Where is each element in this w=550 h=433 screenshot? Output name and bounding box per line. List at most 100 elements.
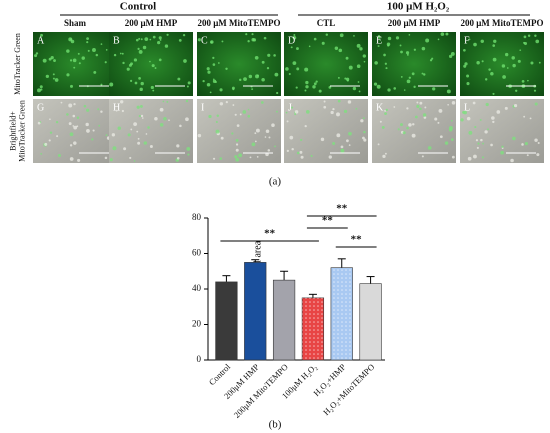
bar (244, 262, 267, 361)
cell-spot (357, 81, 360, 83)
cell-spot (422, 113, 427, 117)
cell-spot (382, 154, 386, 159)
cell-spot (501, 64, 506, 68)
cell-spot (140, 38, 143, 41)
cell-spot (402, 131, 406, 135)
cell-spot (300, 138, 303, 142)
cell-spot (291, 147, 294, 151)
cell-spot (49, 118, 51, 121)
cell-spot (121, 52, 124, 55)
cell-spot (159, 122, 164, 127)
cell-spot (162, 100, 165, 103)
cell-spot (57, 153, 61, 157)
cell-spot (69, 132, 74, 137)
cell-spot (505, 52, 509, 57)
cell-spot (468, 38, 471, 41)
cell-spot (379, 120, 382, 123)
y-tick-label: 20 (192, 319, 202, 329)
cell-spot (68, 103, 73, 108)
cell-spot (138, 49, 143, 54)
cell-spot (524, 141, 528, 146)
cell-spot (399, 44, 402, 47)
cell-spot (183, 59, 187, 63)
cell-spot (400, 123, 403, 127)
cell-spot (534, 34, 537, 37)
cell-spot (73, 66, 76, 69)
cell-spot (408, 34, 411, 36)
cell-spot (424, 106, 427, 109)
cell-spot (334, 46, 339, 50)
cell-spot (423, 73, 426, 76)
cell-spot (387, 36, 392, 41)
cell-spot (130, 62, 133, 66)
cell-spot (348, 65, 353, 70)
cell-spot (60, 101, 63, 104)
cell-spot (473, 154, 477, 159)
cell-spot (362, 117, 365, 120)
cell-spot (374, 61, 378, 65)
cell-spot (37, 88, 41, 93)
cell-spot (343, 109, 348, 114)
cell-spot (356, 43, 361, 48)
cell-spot (179, 124, 182, 128)
cell-spot (413, 85, 416, 88)
bar-pattern (302, 297, 324, 360)
cell-spot (492, 92, 495, 95)
cell-spot (419, 101, 423, 105)
cell-spot (521, 79, 525, 83)
cell-spot (377, 143, 380, 146)
cell-spot (49, 131, 53, 134)
cell-spot (202, 80, 205, 83)
cell-spot (105, 134, 108, 137)
cell-spot (408, 123, 412, 127)
cell-spot (308, 45, 311, 48)
cell-spot (68, 122, 72, 126)
cell-spot (93, 70, 97, 74)
cell-spot (427, 146, 432, 150)
cell-spot (405, 51, 410, 55)
cell-spot (235, 148, 239, 152)
cell-spot (215, 81, 217, 83)
cell-spot (294, 110, 299, 114)
cell-spot (76, 116, 80, 119)
cell-spot (438, 109, 443, 113)
cell-spot (360, 119, 364, 123)
cell-spot (406, 53, 409, 56)
cell-spot (104, 61, 107, 64)
cell-spot (473, 42, 477, 47)
cell-spot (263, 36, 267, 40)
cell-spot (523, 42, 528, 46)
cell-spot (304, 124, 307, 128)
cell-spot (235, 143, 239, 146)
cell-spot (40, 88, 43, 91)
cell-spot (450, 138, 454, 141)
cell-spot (247, 108, 250, 111)
cell-spot (260, 101, 264, 104)
cell-spot (42, 58, 47, 63)
cell-spot (490, 143, 493, 147)
cell-spot (69, 144, 73, 147)
cell-spot (220, 136, 224, 140)
cell-spot (100, 110, 103, 113)
panel-letter: B (113, 35, 120, 46)
cell-spot (236, 124, 240, 127)
cell-spot (251, 142, 256, 147)
cell-spot (340, 145, 344, 149)
column-label: 200 μM HMP (125, 18, 178, 28)
cell-spot (66, 49, 70, 53)
cell-spot (251, 33, 254, 36)
cell-spot (344, 77, 347, 80)
cell-spot (151, 64, 155, 68)
cell-spot (235, 157, 240, 162)
cell-spot (135, 38, 139, 42)
cell-spot (445, 32, 449, 36)
cell-spot (363, 130, 366, 134)
cell-spot (431, 57, 434, 60)
cell-spot (100, 43, 103, 45)
cell-spot (395, 36, 400, 40)
cell-spot (158, 58, 162, 62)
cell-spot (120, 100, 124, 104)
cell-spot (353, 35, 355, 37)
cell-spot (440, 32, 445, 36)
cell-spot (504, 106, 508, 110)
